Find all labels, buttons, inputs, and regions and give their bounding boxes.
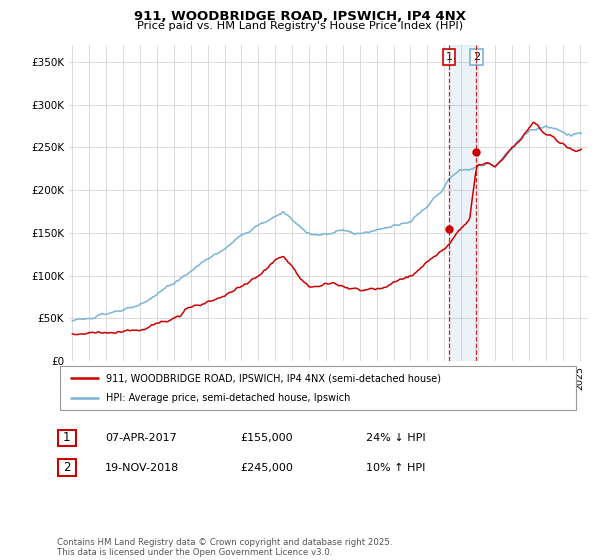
Bar	[449, 45, 476, 361]
Text: Price paid vs. HM Land Registry's House Price Index (HPI): Price paid vs. HM Land Registry's House …	[137, 21, 463, 31]
Text: 07-APR-2017: 07-APR-2017	[105, 433, 177, 443]
Text: £245,000: £245,000	[240, 463, 293, 473]
Text: £155,000: £155,000	[240, 433, 293, 443]
Text: 1: 1	[63, 431, 71, 445]
FancyBboxPatch shape	[58, 459, 76, 476]
FancyBboxPatch shape	[60, 366, 576, 410]
Text: HPI: Average price, semi-detached house, Ipswich: HPI: Average price, semi-detached house,…	[106, 393, 351, 403]
Text: 10% ↑ HPI: 10% ↑ HPI	[366, 463, 425, 473]
Text: 2: 2	[473, 52, 480, 62]
FancyBboxPatch shape	[58, 430, 76, 446]
Text: 19-NOV-2018: 19-NOV-2018	[105, 463, 179, 473]
Text: 24% ↓ HPI: 24% ↓ HPI	[366, 433, 425, 443]
Text: 1: 1	[445, 52, 452, 62]
Text: Contains HM Land Registry data © Crown copyright and database right 2025.
This d: Contains HM Land Registry data © Crown c…	[57, 538, 392, 557]
Text: 911, WOODBRIDGE ROAD, IPSWICH, IP4 4NX: 911, WOODBRIDGE ROAD, IPSWICH, IP4 4NX	[134, 10, 466, 23]
Text: 911, WOODBRIDGE ROAD, IPSWICH, IP4 4NX (semi-detached house): 911, WOODBRIDGE ROAD, IPSWICH, IP4 4NX (…	[106, 373, 442, 383]
Text: 2: 2	[63, 461, 71, 474]
